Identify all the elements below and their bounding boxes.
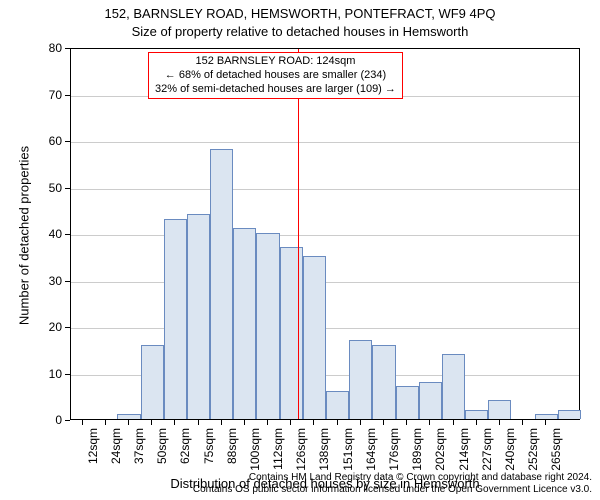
xtick-label: 37sqm [132,428,146,478]
xtick-label: 50sqm [155,428,169,478]
ytick-mark [65,141,70,142]
xtick-mark [360,420,361,425]
ytick-label: 60 [32,134,62,148]
annotation-line: ← 68% of detached houses are smaller (23… [155,69,396,83]
histogram-bar [396,386,419,419]
gridline-h [71,235,579,236]
xtick-mark [267,420,268,425]
xtick-mark [313,420,314,425]
ytick-mark [65,374,70,375]
xtick-mark [128,420,129,425]
xtick-label: 88sqm [225,428,239,478]
footer-line-2: Contains OS public sector information li… [0,484,592,496]
histogram-bar [303,256,326,419]
xtick-mark [453,420,454,425]
ytick-mark [65,327,70,328]
xtick-mark [406,420,407,425]
ytick-mark [65,48,70,49]
histogram-bar [488,400,511,419]
xtick-label: 214sqm [457,428,471,478]
xtick-mark [221,420,222,425]
ytick-mark [65,281,70,282]
xtick-mark [383,420,384,425]
xtick-label: 151sqm [341,428,355,478]
gridline-h [71,142,579,143]
histogram-bar [164,219,187,419]
xtick-mark [499,420,500,425]
ytick-label: 30 [32,274,62,288]
xtick-label: 240sqm [503,428,517,478]
annotation-box: 152 BARNSLEY ROAD: 124sqm← 68% of detach… [148,52,403,99]
annotation-line: 32% of semi-detached houses are larger (… [155,83,396,97]
xtick-label: 126sqm [294,428,308,478]
histogram-bar [465,410,488,419]
xtick-mark [82,420,83,425]
xtick-mark [545,420,546,425]
histogram-bar [187,214,210,419]
y-axis-label-wrap: Number of detached properties [18,48,32,420]
ytick-mark [65,234,70,235]
chart-container: 152, BARNSLEY ROAD, HEMSWORTH, PONTEFRAC… [0,0,600,500]
plot-area [70,48,580,420]
ytick-mark [65,95,70,96]
histogram-bar [558,410,581,419]
histogram-bar [210,149,233,419]
xtick-label: 189sqm [410,428,424,478]
histogram-bar [141,345,164,419]
xtick-mark [174,420,175,425]
xtick-mark [476,420,477,425]
xtick-mark [290,420,291,425]
histogram-bar [117,414,140,419]
histogram-bar [280,247,303,419]
xtick-label: 202sqm [433,428,447,478]
xtick-label: 252sqm [526,428,540,478]
xtick-label: 62sqm [178,428,192,478]
xtick-mark [429,420,430,425]
ytick-mark [65,420,70,421]
gridline-h [71,189,579,190]
xtick-mark [151,420,152,425]
xtick-mark [105,420,106,425]
xtick-label: 164sqm [364,428,378,478]
xtick-label: 100sqm [248,428,262,478]
ytick-label: 40 [32,227,62,241]
ytick-label: 50 [32,181,62,195]
xtick-mark [337,420,338,425]
ytick-label: 10 [32,367,62,381]
xtick-label: 176sqm [387,428,401,478]
ytick-label: 20 [32,320,62,334]
xtick-mark [244,420,245,425]
title-main: 152, BARNSLEY ROAD, HEMSWORTH, PONTEFRAC… [0,6,600,21]
histogram-bar [419,382,442,419]
annotation-line: 152 BARNSLEY ROAD: 124sqm [155,55,396,69]
ytick-label: 0 [32,413,62,427]
xtick-label: 265sqm [549,428,563,478]
xtick-label: 24sqm [109,428,123,478]
histogram-bar [256,233,279,419]
footer: Contains HM Land Registry data © Crown c… [0,472,592,496]
y-axis-label: Number of detached properties [17,50,32,422]
title-sub: Size of property relative to detached ho… [0,24,600,39]
histogram-bar [349,340,372,419]
footer-line-1: Contains HM Land Registry data © Crown c… [0,472,592,484]
reference-line [298,49,299,419]
xtick-label: 138sqm [317,428,331,478]
histogram-bar [442,354,465,419]
ytick-label: 70 [32,88,62,102]
ytick-mark [65,188,70,189]
histogram-bar [372,345,395,419]
ytick-label: 80 [32,41,62,55]
histogram-bar [233,228,256,419]
xtick-label: 112sqm [271,428,285,478]
histogram-bar [326,391,349,419]
histogram-bar [535,414,558,419]
xtick-label: 75sqm [202,428,216,478]
xtick-label: 227sqm [480,428,494,478]
xtick-mark [522,420,523,425]
xtick-label: 12sqm [86,428,100,478]
xtick-mark [198,420,199,425]
